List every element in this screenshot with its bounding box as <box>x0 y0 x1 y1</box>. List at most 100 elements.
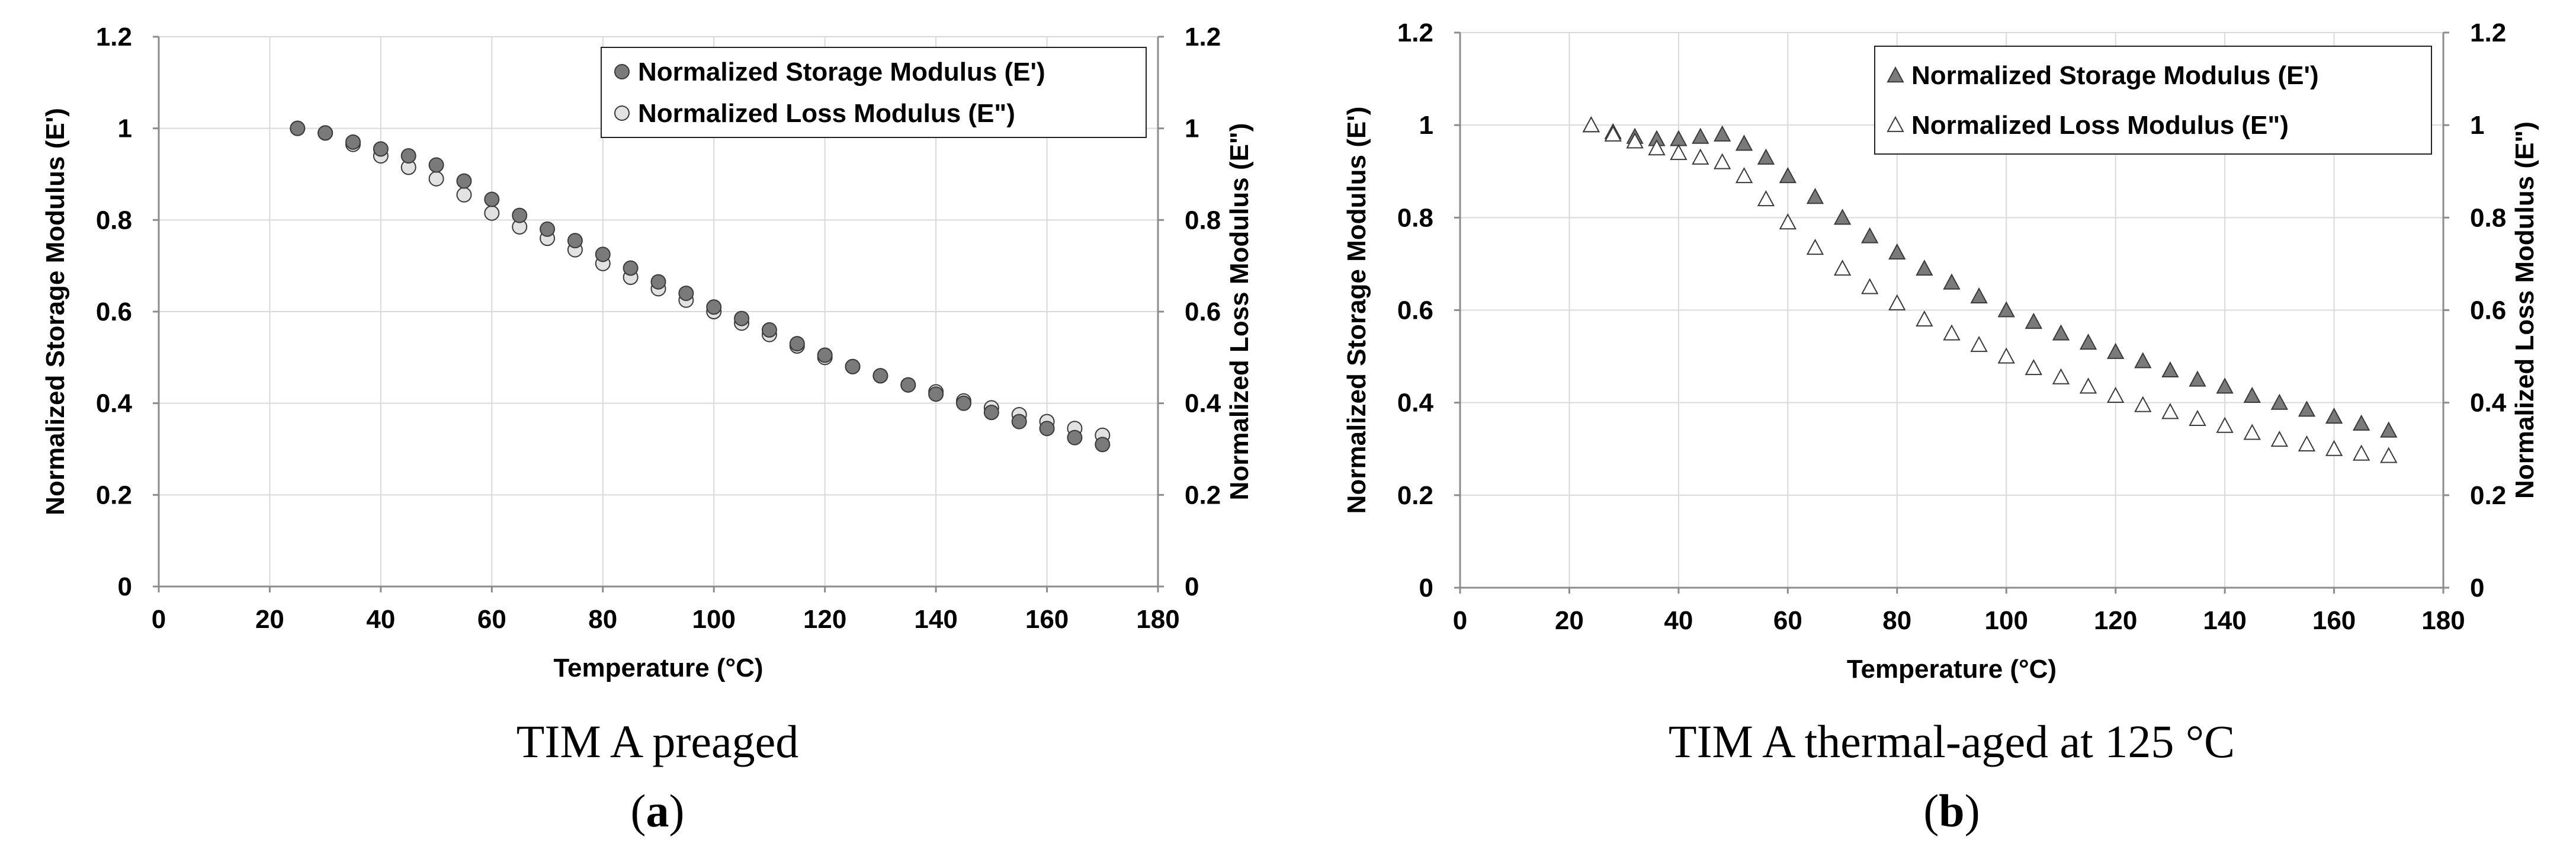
data-point <box>540 221 556 237</box>
y2-tick-label: 0.6 <box>1185 297 1221 326</box>
legend-marker <box>1887 66 1904 83</box>
data-point <box>2352 444 2370 461</box>
data-point <box>983 405 999 421</box>
x-tick-label: 40 <box>366 605 395 634</box>
y-tick-label: 0.4 <box>1397 389 1434 418</box>
panel-letter: (a) <box>631 785 685 837</box>
legend-marker <box>1887 116 1904 132</box>
y-tick-label: 1 <box>1419 111 1433 140</box>
data-point <box>678 286 694 302</box>
y2-tick-label: 0.2 <box>2470 481 2506 510</box>
y2-axis-label: Normalized Loss Modulus (E") <box>1225 123 1254 501</box>
data-point <box>484 205 500 221</box>
legend-box <box>601 47 1147 138</box>
data-point <box>345 134 361 150</box>
data-point <box>1997 347 2015 364</box>
y2-axis-label: Normalized Loss Modulus (E") <box>2510 121 2539 499</box>
y2-tick-label: 1.2 <box>2470 18 2506 47</box>
data-point <box>2134 352 2152 368</box>
y-tick-label: 0 <box>118 572 132 601</box>
y-tick-label: 0 <box>1419 573 1433 603</box>
data-point <box>2106 342 2125 359</box>
series-loss <box>1582 116 2398 463</box>
series-storage <box>290 120 1111 453</box>
data-point <box>484 191 500 207</box>
data-point <box>2025 312 2043 329</box>
x-tick-label: 120 <box>2094 606 2137 635</box>
y-tick-label: 1.2 <box>96 23 132 52</box>
data-point <box>1860 278 1879 294</box>
panel-letter: (b) <box>1923 785 1980 837</box>
y-tick-label: 0.2 <box>1397 481 1433 510</box>
y2-tick-label: 0.8 <box>1185 206 1221 235</box>
x-axis-label: Temperature (°C) <box>553 653 763 682</box>
data-point <box>595 246 611 262</box>
data-point <box>955 395 971 411</box>
legend: Normalized Storage Modulus (E') Normalize… <box>1874 46 2432 155</box>
data-point <box>734 310 750 326</box>
data-point <box>456 187 472 203</box>
data-point <box>456 173 472 189</box>
y-axis-label: Normalized Storage Modulus (E') <box>41 108 70 515</box>
legend: Normalized Storage Modulus (E') Normalize… <box>601 47 1147 138</box>
data-point <box>1735 134 1753 151</box>
data-point <box>1806 238 1824 255</box>
x-tick-label: 120 <box>803 605 846 634</box>
x-tick-label: 140 <box>2203 606 2246 635</box>
x-tick-label: 160 <box>1025 605 1069 634</box>
data-point <box>1916 310 1933 327</box>
data-point <box>1757 190 1775 207</box>
data-point <box>1970 287 1988 304</box>
y-axis-label: Normalized Storage Modulus (E') <box>1342 107 1371 514</box>
data-point <box>2298 400 2316 417</box>
data-point <box>872 368 888 384</box>
data-point <box>290 120 306 136</box>
data-point <box>1067 430 1083 446</box>
data-point <box>2298 435 2316 451</box>
data-point <box>845 358 861 374</box>
data-point <box>1095 437 1111 453</box>
x-tick-label: 0 <box>152 605 166 634</box>
data-point <box>650 274 666 290</box>
data-point <box>1779 166 1797 184</box>
data-point <box>400 148 416 164</box>
data-point <box>1692 148 1709 165</box>
x-tick-label: 160 <box>2312 606 2356 635</box>
data-point <box>761 322 777 338</box>
data-point <box>1779 213 1797 230</box>
y-tick-label: 0.6 <box>1397 296 1433 325</box>
data-point <box>1648 139 1666 156</box>
data-point <box>706 299 722 315</box>
y-tick-label: 0.6 <box>96 297 132 326</box>
data-point <box>1713 153 1731 169</box>
y-tick-label: 0.4 <box>96 389 133 418</box>
series-storage <box>1582 116 2398 438</box>
data-point <box>567 233 583 249</box>
y-tick-label: 0.8 <box>96 206 132 235</box>
data-point <box>2161 403 2179 419</box>
x-tick-label: 80 <box>588 605 617 634</box>
data-point <box>2270 393 2289 410</box>
data-point <box>2325 407 2343 424</box>
data-point <box>2216 377 2234 394</box>
data-point <box>817 347 833 363</box>
data-point <box>2325 440 2343 456</box>
data-point <box>2380 447 2398 463</box>
data-point <box>1011 414 1027 430</box>
data-point <box>1039 421 1055 437</box>
data-point <box>2106 386 2125 403</box>
data-point <box>1860 227 1879 243</box>
y2-tick-label: 0.2 <box>1185 480 1221 509</box>
series-loss <box>290 120 1111 443</box>
data-point <box>2052 368 2070 384</box>
y2-tick-label: 0 <box>2470 573 2484 603</box>
data-point <box>428 157 444 173</box>
data-point <box>1943 273 1961 290</box>
data-point <box>1626 132 1644 149</box>
x-tick-label: 100 <box>692 605 736 634</box>
y-tick-label: 0.2 <box>96 480 132 509</box>
data-point <box>512 207 528 223</box>
data-point <box>2134 396 2152 412</box>
data-point <box>1833 209 1852 225</box>
